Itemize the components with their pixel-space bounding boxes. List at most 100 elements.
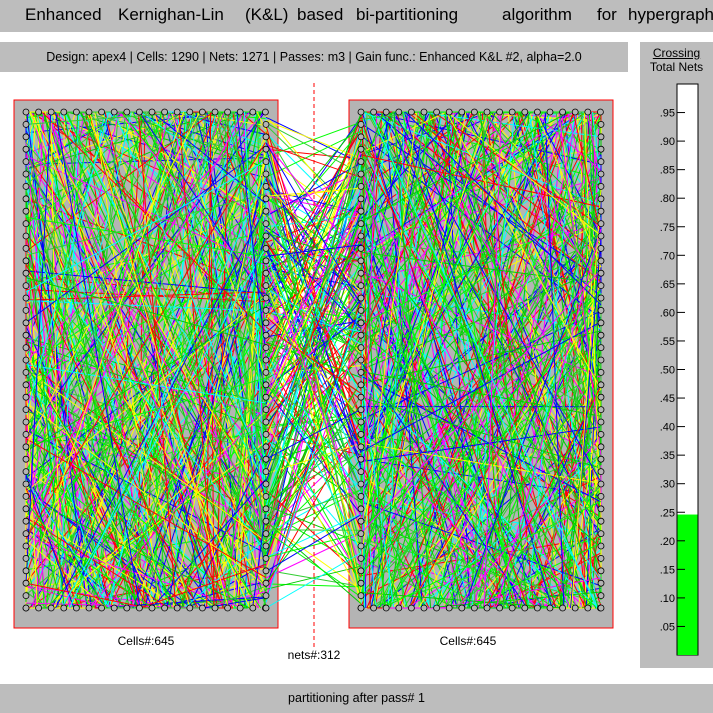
cell-pin: [357, 480, 365, 488]
cell-pin: [496, 108, 504, 116]
net-line: [265, 447, 362, 543]
cell-pin: [584, 604, 592, 612]
net-line: [477, 111, 602, 470]
net-line: [25, 111, 234, 383]
net-line: [25, 520, 153, 609]
cell-pin: [597, 579, 605, 587]
net-line: [360, 422, 560, 609]
net-line: [360, 111, 496, 465]
net-line: [106, 111, 239, 609]
net-line: [25, 142, 71, 609]
net-line: [431, 111, 502, 609]
crossing-ratio-panel: Crossing Total Nets .95 .90 .85 .80 .75 .70 .6…: [640, 42, 713, 668]
net-line: [360, 111, 551, 524]
net-line: [360, 271, 602, 379]
net-line: [265, 326, 362, 344]
net-line: [360, 117, 528, 609]
net-line: [360, 111, 474, 336]
cell-pin: [597, 443, 605, 451]
cell-pin: [395, 108, 403, 116]
net-line: [360, 135, 602, 319]
cell-pin: [546, 108, 554, 116]
cell-pin: [420, 604, 428, 612]
net-line: [25, 352, 158, 609]
net-line: [535, 111, 602, 237]
cell-pin: [22, 443, 30, 451]
cell-pin: [357, 207, 365, 215]
net-line: [360, 375, 602, 503]
net-line: [360, 330, 602, 385]
cell-pin: [85, 108, 93, 116]
net-line: [490, 111, 602, 224]
cell-pin: [173, 604, 181, 612]
net-line: [360, 252, 510, 609]
cell-pin: [357, 443, 365, 451]
cell-pin: [110, 604, 118, 612]
cell-pin: [262, 443, 270, 451]
cell-pin: [22, 555, 30, 562]
cell-pin: [445, 604, 453, 612]
net-line: [139, 563, 267, 609]
net-line: [25, 374, 140, 609]
cell-pin: [382, 604, 390, 612]
net-line: [360, 111, 431, 600]
cell-pin: [135, 108, 143, 116]
net-line: [265, 304, 362, 320]
net-line: [265, 326, 362, 394]
net-line: [25, 111, 225, 541]
net-line: [110, 111, 143, 609]
cell-pin: [262, 492, 270, 500]
net-line: [40, 111, 267, 555]
cell-pin: [395, 604, 403, 612]
net-line: [25, 277, 267, 346]
net-line: [513, 485, 602, 609]
gauge-title-total-nets: Total Nets: [649, 60, 704, 74]
cell-pin: [22, 182, 30, 190]
net-line: [25, 111, 146, 522]
net-line: [360, 111, 427, 444]
net-line: [25, 111, 185, 591]
title-word: for: [597, 5, 617, 24]
cell-pin: [357, 505, 365, 513]
net-line: [26, 111, 88, 609]
cell-pin: [483, 108, 491, 116]
cell-pin: [236, 108, 244, 116]
net-line: [25, 111, 244, 522]
cell-pin: [236, 604, 244, 612]
net-line: [25, 157, 267, 513]
net-line: [360, 111, 505, 565]
net-line: [393, 111, 432, 609]
net-line: [265, 114, 362, 360]
net-line: [25, 538, 49, 609]
net-line: [25, 586, 114, 609]
cell-pin: [597, 542, 605, 550]
net-line: [59, 111, 80, 609]
net-line: [183, 538, 267, 609]
cell-pin: [22, 530, 30, 537]
net-line: [360, 371, 602, 417]
cell-pin: [597, 344, 605, 352]
net-line: [66, 111, 267, 607]
cell-pin: [262, 567, 270, 575]
cell-pin: [22, 145, 30, 153]
net-line: [360, 154, 602, 208]
net-line: [25, 422, 247, 609]
cell-pin: [597, 604, 605, 612]
net-line: [25, 438, 267, 579]
design-info-text: Design: apex4 | Cells: 1290 | Nets: 1271…: [46, 50, 582, 64]
net-line: [140, 111, 267, 205]
net-line: [535, 111, 602, 268]
cell-pin: [357, 220, 365, 228]
net-line: [360, 157, 385, 609]
right-cells-count: Cells#:645: [440, 634, 497, 648]
net-line: [360, 538, 602, 604]
net-line: [236, 111, 267, 355]
cell-pin: [357, 555, 365, 562]
net-line: [65, 111, 267, 515]
gauge-tick-label: .75: [660, 222, 675, 234]
net-line: [151, 478, 267, 609]
cell-pin: [262, 344, 270, 352]
cell-pin: [22, 207, 30, 215]
cell-pin: [357, 232, 365, 240]
cell-pin: [22, 468, 30, 476]
